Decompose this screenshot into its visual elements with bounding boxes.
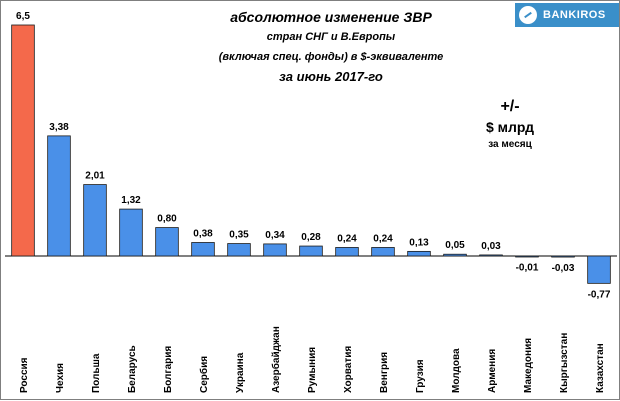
bar-0 xyxy=(11,24,35,257)
chart-subtitle-3: за июнь 2017-го xyxy=(279,69,383,84)
bar-15 xyxy=(551,255,575,258)
data-label-10: 0,24 xyxy=(373,233,393,244)
category-label-3: Беларусь xyxy=(127,345,138,393)
unit-period: за месяц xyxy=(488,139,532,150)
bar-14 xyxy=(515,255,539,258)
bar-11 xyxy=(407,250,431,257)
bar-8 xyxy=(299,245,323,257)
category-label-12: Молдова xyxy=(451,348,462,393)
data-label-16: -0,77 xyxy=(588,289,611,300)
bar-4 xyxy=(155,227,179,257)
data-label-2: 2,01 xyxy=(85,171,105,182)
bar-9 xyxy=(335,247,359,257)
bankiros-logo-icon xyxy=(519,6,537,24)
data-label-1: 3,38 xyxy=(49,122,69,133)
data-label-6: 0,35 xyxy=(229,230,249,241)
chart-subtitle-1: стран СНГ и В.Европы xyxy=(266,31,396,43)
bar-3 xyxy=(119,208,143,257)
data-label-8: 0,28 xyxy=(301,232,321,243)
category-label-11: Грузия xyxy=(415,359,426,393)
unit-sign: +/- xyxy=(500,98,520,115)
bankiros-logo[interactable]: BANKIROS xyxy=(515,3,619,27)
unit-label: +/- $ млрд за месяц xyxy=(463,97,557,153)
data-label-0: 6,5 xyxy=(16,11,30,22)
category-label-0: Россия xyxy=(19,357,30,393)
unit-currency: $ млрд xyxy=(485,119,534,135)
data-label-7: 0,34 xyxy=(265,230,285,241)
bankiros-logo-text: BANKIROS xyxy=(543,9,606,21)
category-label-16: Казахстан xyxy=(595,343,606,393)
category-label-9: Хорватия xyxy=(343,346,354,393)
category-label-4: Болгария xyxy=(163,346,174,393)
category-label-8: Румыния xyxy=(307,347,318,393)
category-label-1: Чехия xyxy=(55,363,66,393)
bar-2 xyxy=(83,184,107,257)
category-label-6: Украина xyxy=(235,352,246,393)
bar-1 xyxy=(47,135,71,257)
category-label-7: Азербайджан xyxy=(270,326,282,393)
bar-5 xyxy=(191,242,215,257)
category-label-13: Армения xyxy=(487,349,498,393)
data-label-11: 0,13 xyxy=(409,237,429,248)
bar-16 xyxy=(587,255,611,284)
bar-6 xyxy=(227,243,251,257)
category-label-2: Польша xyxy=(91,353,102,393)
data-label-4: 0,80 xyxy=(157,214,177,225)
data-label-12: 0,05 xyxy=(445,240,465,251)
bar-13 xyxy=(479,254,503,257)
chart-subtitle-2: (включая спец. фонды) в $-эквиваленте xyxy=(218,51,444,63)
category-label-14: Македония xyxy=(523,338,534,393)
chart-title: абсолютное изменение ЗВР xyxy=(230,9,432,25)
data-label-3: 1,32 xyxy=(121,195,141,206)
data-label-15: -0,03 xyxy=(552,263,575,274)
bar-12 xyxy=(443,253,467,257)
bar-7 xyxy=(263,243,287,257)
bar-10 xyxy=(371,247,395,257)
category-label-10: Венгрия xyxy=(379,352,390,393)
data-label-5: 0,38 xyxy=(193,228,213,239)
data-label-14: -0,01 xyxy=(516,262,539,273)
data-label-13: 0,03 xyxy=(481,241,501,252)
category-label-15: Кыргызстан xyxy=(559,333,570,393)
data-label-9: 0,24 xyxy=(337,233,357,244)
category-label-5: Сербия xyxy=(198,356,210,393)
chart-title-block: абсолютное изменение ЗВР стран СНГ и В.Е… xyxy=(181,7,481,87)
